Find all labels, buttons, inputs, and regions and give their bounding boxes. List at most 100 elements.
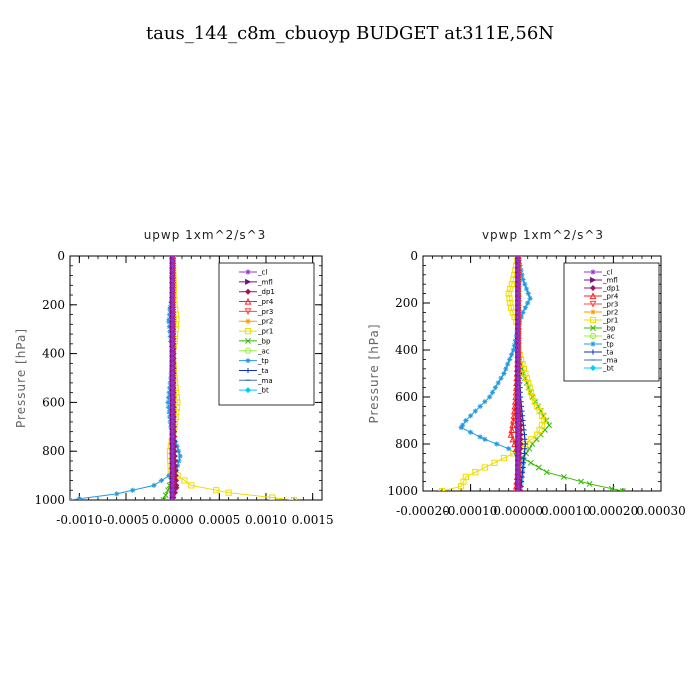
legend-entry-cl: _cl	[239, 269, 267, 277]
data-point	[515, 427, 521, 433]
legend-marker	[244, 288, 252, 295]
data-point	[481, 464, 488, 471]
data-point	[170, 409, 176, 415]
data-point	[515, 464, 521, 471]
legend: _cl_mfl_dp1_pr4_pr3_pr2_pr1_bp_ac_tp_ta_…	[563, 262, 660, 382]
legend-marker	[589, 316, 597, 324]
data-point	[515, 342, 521, 348]
panel-title: vpwp 1xm^2/s^3	[482, 228, 604, 242]
x-tick-label: 0.0015	[292, 513, 334, 527]
data-point	[515, 450, 521, 456]
data-point	[515, 347, 521, 353]
data-point	[515, 385, 521, 391]
data-point	[166, 311, 173, 318]
data-point	[175, 448, 182, 454]
legend-label: _ma	[257, 377, 273, 385]
data-point	[170, 414, 176, 420]
data-point	[515, 394, 521, 400]
data-point	[515, 333, 521, 339]
data-point	[158, 477, 165, 484]
chart-panel-2: vpwp 1xm^2/s^3-0.00020-0.000100.000000.0…	[367, 228, 686, 518]
data-point	[70, 497, 73, 500]
data-point	[170, 448, 176, 454]
data-point	[170, 458, 176, 464]
legend-label: _ta	[602, 349, 614, 357]
legend-marker	[590, 341, 596, 347]
data-point	[166, 324, 172, 330]
data-point	[181, 477, 188, 484]
data-point	[166, 390, 172, 396]
legend-marker	[245, 269, 251, 275]
legend-marker	[589, 332, 597, 340]
data-point	[515, 309, 521, 315]
data-point	[494, 441, 500, 447]
data-point	[170, 292, 176, 298]
data-point	[170, 380, 176, 386]
data-point	[515, 389, 521, 395]
data-point	[166, 319, 172, 325]
y-axis-label: Pressure [hPa]	[367, 323, 381, 423]
data-point	[457, 483, 465, 490]
series-line	[169, 256, 295, 500]
legend-label: _tp	[257, 357, 269, 365]
data-point	[515, 432, 521, 438]
data-point	[170, 256, 176, 259]
legend-entry-dp1: _dp1	[239, 288, 275, 296]
data-point	[170, 268, 176, 274]
data-point	[515, 291, 521, 297]
legend-label: _bp	[257, 337, 271, 345]
x-tick-label: 0.0005	[198, 513, 240, 527]
data-point	[495, 380, 501, 386]
data-point	[170, 282, 176, 288]
data-point	[506, 295, 513, 302]
data-point	[458, 424, 464, 431]
x-tick-label: 0.00030	[636, 504, 686, 518]
legend-label: _dp1	[602, 285, 620, 293]
data-point	[578, 478, 584, 485]
data-point	[507, 356, 513, 362]
legend-label: _pr1	[257, 328, 273, 336]
data-point	[515, 417, 521, 424]
data-point	[507, 430, 515, 438]
legend-entry-pr3: _pr3	[584, 301, 618, 309]
data-point	[525, 291, 531, 297]
legend-marker	[589, 284, 597, 292]
legend-label: _bt	[257, 387, 269, 395]
legend-label: _bp	[602, 325, 616, 333]
data-point	[501, 370, 507, 377]
data-point	[487, 394, 493, 400]
legend-entry-pr2: _pr2	[239, 318, 273, 326]
data-point	[515, 441, 521, 447]
series-cl	[170, 256, 176, 500]
plot-frame	[69, 255, 323, 501]
plot-frame	[422, 255, 662, 492]
legend-label: _ac	[602, 333, 615, 341]
legend-entry-dp1: _dp1	[584, 285, 620, 293]
data-point	[515, 352, 521, 358]
legend-entry-bp: _bp	[584, 325, 616, 333]
data-point	[522, 281, 528, 287]
data-point	[170, 302, 176, 308]
legend-box	[218, 262, 315, 406]
y-tick-label: 200	[42, 298, 65, 312]
data-point	[170, 297, 176, 303]
x-tick-label: -0.0005	[103, 513, 149, 527]
y-tick-label: 200	[395, 296, 418, 310]
data-point	[515, 455, 521, 461]
legend-label: _tp	[602, 341, 614, 349]
legend-entry-bt: _bt	[584, 365, 614, 373]
data-point	[188, 482, 195, 489]
legend-marker	[244, 347, 252, 354]
data-point	[510, 347, 517, 353]
legend-label: _dp1	[257, 288, 275, 296]
legend: _cl_mfl_dp1_pr4_pr3_pr2_pr1_bp_ac_tp_ta_…	[218, 262, 315, 406]
data-point	[515, 256, 521, 259]
series-layer	[438, 256, 626, 491]
legend-label: _ma	[602, 357, 618, 365]
data-point	[535, 464, 542, 471]
x-tick-label: 0.00000	[493, 504, 543, 518]
data-point	[170, 429, 176, 435]
y-tick-label: 800	[395, 437, 418, 451]
legend-label: _ta	[257, 367, 269, 375]
